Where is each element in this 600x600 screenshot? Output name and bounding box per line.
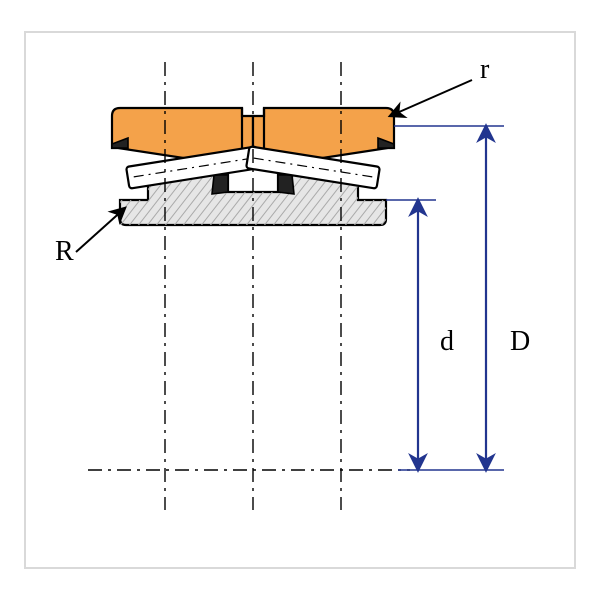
rib-right (278, 175, 294, 194)
label-db: d (440, 326, 454, 357)
rib-left (212, 175, 228, 194)
label-Da: D (510, 326, 530, 357)
label-r: r (480, 54, 490, 85)
leader-R (76, 208, 125, 252)
label-R: R (55, 236, 74, 267)
bearing-diagram: Rr d D (0, 0, 600, 600)
leader-r (390, 80, 472, 116)
